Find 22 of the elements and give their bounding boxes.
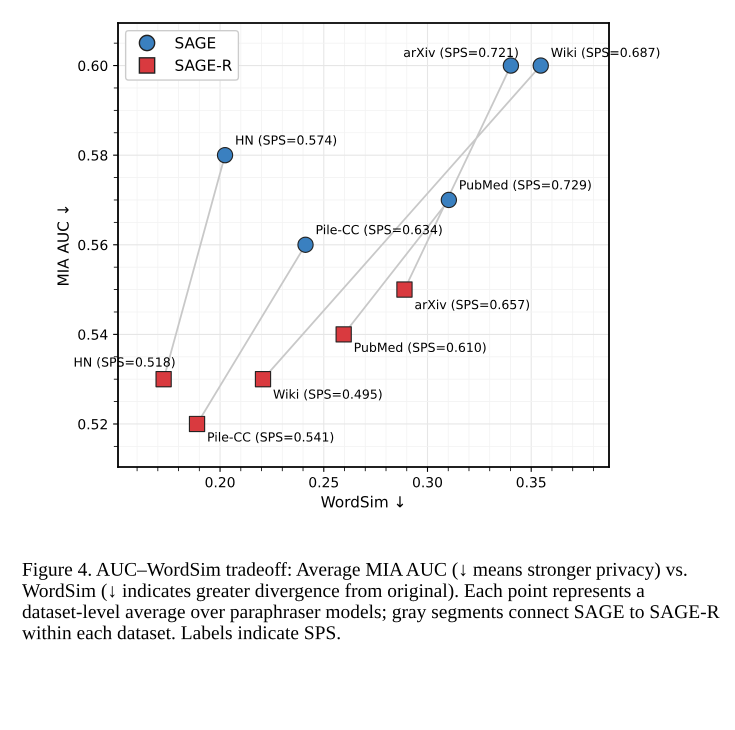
y-tick-label: 0.54 bbox=[78, 329, 108, 340]
annotation: Pile-CC (SPS=0.634) bbox=[316, 224, 442, 236]
annotation: arXiv (SPS=0.721) bbox=[404, 47, 518, 59]
legend-label: SAGE bbox=[176, 37, 216, 49]
legend-label: SAGE-R bbox=[176, 59, 232, 71]
annotation: HN (SPS=0.574) bbox=[236, 135, 336, 146]
x-axis-title: WordSim ↓ bbox=[321, 496, 404, 508]
caption: Figure 4. AUC–WordSim tradeoff: Average MIA AUC (↓ means stronger privacy) vs. WordSim (↓ indicates greater divergence from original). Each point represents a dataset-level average over paraphraser models; gray segments connect SAGE to SAGE-R within each dataset. Labels indicate SPS. bbox=[22, 562, 720, 640]
y-tick-label: 0.52 bbox=[78, 418, 107, 430]
annotation: arXiv (SPS=0.657) bbox=[415, 300, 530, 311]
y-axis-title: MIA AUC ↓ bbox=[57, 206, 69, 285]
y-tick-label: 0.58 bbox=[78, 150, 108, 161]
y-tick-label: 0.56 bbox=[78, 240, 108, 250]
x-tick-label: 0.35 bbox=[516, 476, 546, 488]
annotation: Wiki (SPS=0.495) bbox=[273, 389, 382, 400]
x-tick-label: 0.25 bbox=[309, 476, 338, 488]
annotation: PubMed (SPS=0.610) bbox=[354, 342, 486, 354]
annotation: PubMed (SPS=0.729) bbox=[460, 180, 591, 192]
annotation: Pile-CC (SPS=0.541) bbox=[208, 432, 334, 444]
x-tick-label: 0.20 bbox=[206, 476, 235, 488]
x-tick-label: 0.30 bbox=[412, 476, 442, 488]
y-tick-label: 0.60 bbox=[78, 60, 108, 72]
